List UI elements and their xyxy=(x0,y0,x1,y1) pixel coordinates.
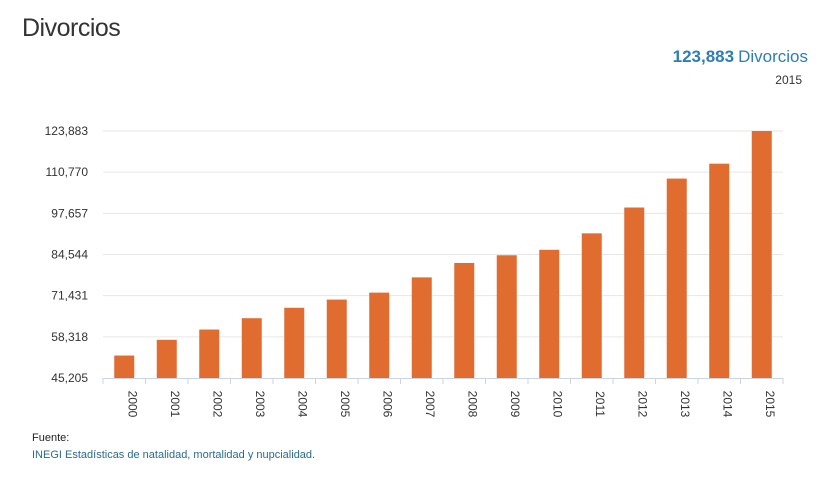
headline-value: 123,883 xyxy=(672,47,735,66)
x-tick-label: 2011 xyxy=(593,391,607,417)
bar[interactable] xyxy=(666,178,687,378)
x-tick-label: 2010 xyxy=(550,391,564,418)
source-label: Fuente: xyxy=(32,432,70,444)
y-tick-label: 58,318 xyxy=(51,330,88,344)
y-tick-label: 110,770 xyxy=(46,165,89,179)
x-tick-label: 2004 xyxy=(295,391,309,418)
y-tick-label: 71,431 xyxy=(51,289,88,303)
x-tick-label: 2000 xyxy=(125,391,139,418)
bar-chart: 45,205 58,318 71,431 84,544 97,657 110,770 123… xyxy=(45,124,784,418)
source-link[interactable]: INEGI Estadísticas de natalidad, mortali… xyxy=(32,449,316,461)
x-axis: 2000 2001 2002 2003 2004 2005 2006 2007 2008 2009… xyxy=(102,378,784,418)
y-tick-label: 45,205 xyxy=(51,371,88,385)
y-tick-label: 123,883 xyxy=(45,124,89,138)
bar[interactable] xyxy=(624,207,645,378)
bars xyxy=(114,131,772,378)
bar[interactable] xyxy=(114,355,135,378)
x-tick-label: 2015 xyxy=(763,391,777,418)
x-tick-label: 2006 xyxy=(380,391,394,418)
bar[interactable] xyxy=(496,255,517,378)
y-tick-label: 97,657 xyxy=(51,206,88,220)
page-title: Divorcios xyxy=(22,14,121,42)
headline-unit: Divorcios xyxy=(738,47,808,66)
x-tick-label: 2007 xyxy=(423,391,437,418)
x-tick-label: 2002 xyxy=(210,391,224,418)
bar[interactable] xyxy=(581,233,602,378)
bar[interactable] xyxy=(156,339,177,378)
bar[interactable] xyxy=(454,262,475,378)
x-tick-label: 2003 xyxy=(253,391,267,418)
x-tick-label: 2013 xyxy=(678,391,692,418)
bar[interactable] xyxy=(411,277,432,378)
bar[interactable] xyxy=(199,329,220,378)
y-tick-label: 84,544 xyxy=(51,248,88,262)
bar[interactable] xyxy=(709,163,730,378)
x-tick-label: 2014 xyxy=(720,391,734,418)
bar[interactable] xyxy=(326,299,347,378)
x-tick-label: 2005 xyxy=(338,391,352,418)
x-tick-label: 2012 xyxy=(635,391,649,418)
bar[interactable] xyxy=(751,131,772,378)
bar[interactable] xyxy=(241,318,262,378)
x-tick-label: 2001 xyxy=(168,391,182,418)
bar[interactable] xyxy=(369,292,390,378)
x-tick-label: 2008 xyxy=(465,391,479,418)
headline-year: 2015 xyxy=(775,73,802,87)
x-tick-label: 2009 xyxy=(508,391,522,418)
headline-stat: 123,883 Divorcios xyxy=(673,47,808,67)
bar[interactable] xyxy=(539,249,560,378)
bar[interactable] xyxy=(284,307,305,378)
y-axis-ticks: 45,205 58,318 71,431 84,544 97,657 110,770 123… xyxy=(45,124,89,385)
